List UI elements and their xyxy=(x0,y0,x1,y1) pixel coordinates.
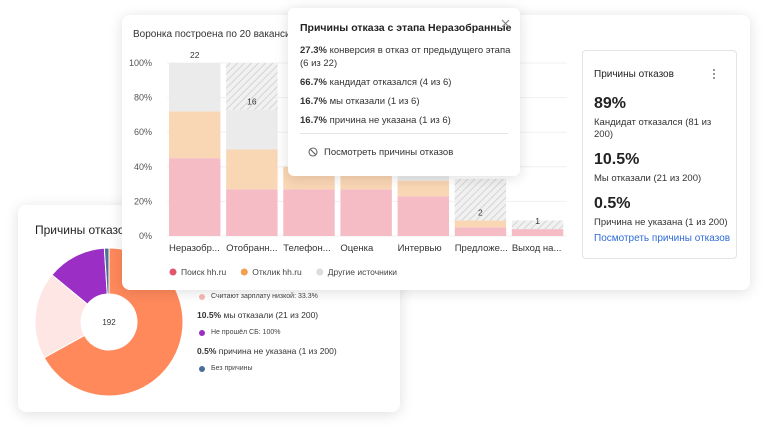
legend-dot xyxy=(240,268,248,276)
x-tick-label: Телефон... xyxy=(283,243,330,254)
panel-items: 89% Кандидат отказался (81 из 200) 10.5% Мы… xyxy=(594,95,729,239)
reason-row: 0.5% причина не указана (1 из 200) xyxy=(197,346,394,356)
popup-row: 66.7% кандидат отказался (4 из 6) xyxy=(300,76,512,89)
panel-value: 89% xyxy=(594,95,627,112)
legend-dot xyxy=(199,365,205,372)
bar-segment xyxy=(397,180,449,197)
panel-row: 89% Кандидат отказался (81 из 200) xyxy=(594,95,729,141)
popup-row: 27.3% конверсия в отказ от предыдущего э… xyxy=(300,44,512,70)
dropped-bar xyxy=(454,178,507,221)
y-tick-label: 20% xyxy=(134,196,152,206)
bar-segment xyxy=(397,196,449,236)
x-tick-label: Оценка xyxy=(340,243,374,254)
bar-segment xyxy=(511,229,564,236)
y-tick-label: 60% xyxy=(134,127,152,137)
reason-value: 10.5% xyxy=(197,310,222,320)
total-label: 1 xyxy=(535,216,540,226)
total-label: 16 xyxy=(247,97,257,107)
row-text: причина не указана (1 из 6) xyxy=(329,115,451,126)
popup-title: Причины отказа с этапа Неразобранные xyxy=(300,22,512,34)
y-tick-label: 0% xyxy=(139,231,152,241)
legend-label: Поиск hh.ru xyxy=(181,267,227,277)
y-tick-label: 40% xyxy=(134,162,152,172)
row-value: 16.7% xyxy=(300,115,327,126)
row-value: 66.7% xyxy=(300,77,327,88)
legend-dot xyxy=(199,293,205,300)
reasons-panel: Причины отказов 89% Кандидат отказался (8… xyxy=(582,50,737,259)
row-value: 16.7% xyxy=(300,96,327,107)
reason-text: мы отказали (21 из 200) xyxy=(223,310,319,320)
reason-list: Считают зарплату низкой: 33.3% 10.5% мы о… xyxy=(197,293,394,382)
donut-slice xyxy=(103,247,110,295)
bar-segment xyxy=(169,111,221,159)
row-text: конверсия в отказ от предыдущего этапа (… xyxy=(300,45,511,69)
reason-row: Не прошёл СБ: 100% xyxy=(199,329,394,336)
x-tick-label: Предложе... xyxy=(455,243,508,254)
panel-value: 10.5% xyxy=(594,151,640,168)
bar-segment xyxy=(226,149,278,190)
panel-text: Причина не указана (1 из 200) xyxy=(594,217,728,228)
block-icon xyxy=(308,147,318,157)
donut-center-label: 192 xyxy=(102,318,116,327)
legend-label: Отклик hh.ru xyxy=(252,267,302,277)
bar-segment xyxy=(169,63,221,112)
y-tick-label: 80% xyxy=(134,93,152,103)
dropped-bar xyxy=(226,63,278,110)
bar-segment xyxy=(226,109,278,150)
legend-dot xyxy=(316,268,324,276)
reason-row: Считают зарплату низкой: 33.3% xyxy=(199,293,394,300)
divider xyxy=(300,133,508,134)
row-text: кандидат отказался (4 из 6) xyxy=(329,77,452,88)
panel-text: Кандидат отказался (81 из 200) xyxy=(594,117,712,140)
panel-title: Причины отказов xyxy=(594,69,674,80)
menu-icon[interactable] xyxy=(711,68,721,80)
legend-dot xyxy=(169,268,177,276)
row-value: 27.3% xyxy=(300,45,327,56)
x-tick-label: Неразобр... xyxy=(169,243,220,254)
y-tick-label: 100% xyxy=(129,58,152,68)
bar-segment xyxy=(169,158,221,236)
popup-link[interactable]: Посмотреть причины отказов xyxy=(324,147,454,158)
popup-row: 16.7% мы отказали (1 из 6) xyxy=(300,95,512,108)
card-title: Причины отказов xyxy=(35,223,131,237)
reason-text: причина не указана (1 из 200) xyxy=(218,346,337,356)
reason-text: Без причины xyxy=(211,365,253,372)
bar-segment xyxy=(454,220,507,228)
panel-text: Мы отказали (21 из 200) xyxy=(594,173,702,184)
reason-row: Без причины xyxy=(199,365,394,372)
donut-slice xyxy=(34,274,89,359)
reason-row: 10.5% мы отказали (21 из 200) xyxy=(197,310,394,320)
total-label: 2 xyxy=(478,207,483,217)
reason-text: Не прошёл СБ: 100% xyxy=(211,329,281,336)
x-tick-label: Интервью xyxy=(398,243,442,254)
bar-segment xyxy=(283,189,335,236)
panel-link[interactable]: Посмотреть причины отказов xyxy=(594,233,731,244)
legend-dot xyxy=(199,329,205,336)
dropped-bar xyxy=(511,220,564,230)
popup-row: 16.7% причина не указана (1 из 6) xyxy=(300,114,512,127)
legend-label: Другие источники xyxy=(328,267,398,277)
card-title: Воронка построена по 20 вакансиям xyxy=(133,29,303,40)
bar-segment xyxy=(397,171,449,181)
close-icon[interactable] xyxy=(501,19,511,29)
row-text: мы отказали (1 из 6) xyxy=(329,96,420,107)
popup-items: 27.3% конверсия в отказ от предыдущего э… xyxy=(300,44,512,133)
x-tick-label: Отобранн... xyxy=(226,243,277,254)
reason-value: 0.5% xyxy=(197,346,217,356)
bar-segment xyxy=(226,189,278,236)
panel-row: 0.5% Причина не указана (1 из 200) xyxy=(594,195,729,229)
popup: Причины отказа с этапа Неразобранные 27.… xyxy=(288,8,520,176)
panel-value: 0.5% xyxy=(594,195,631,212)
x-tick-label: Выход на... xyxy=(512,243,562,254)
bar-segment xyxy=(454,227,507,236)
bar-segment xyxy=(340,189,392,236)
reason-text: Считают зарплату низкой: 33.3% xyxy=(211,293,318,300)
panel-row: 10.5% Мы отказали (21 из 200) xyxy=(594,151,729,185)
total-label: 22 xyxy=(190,50,200,60)
